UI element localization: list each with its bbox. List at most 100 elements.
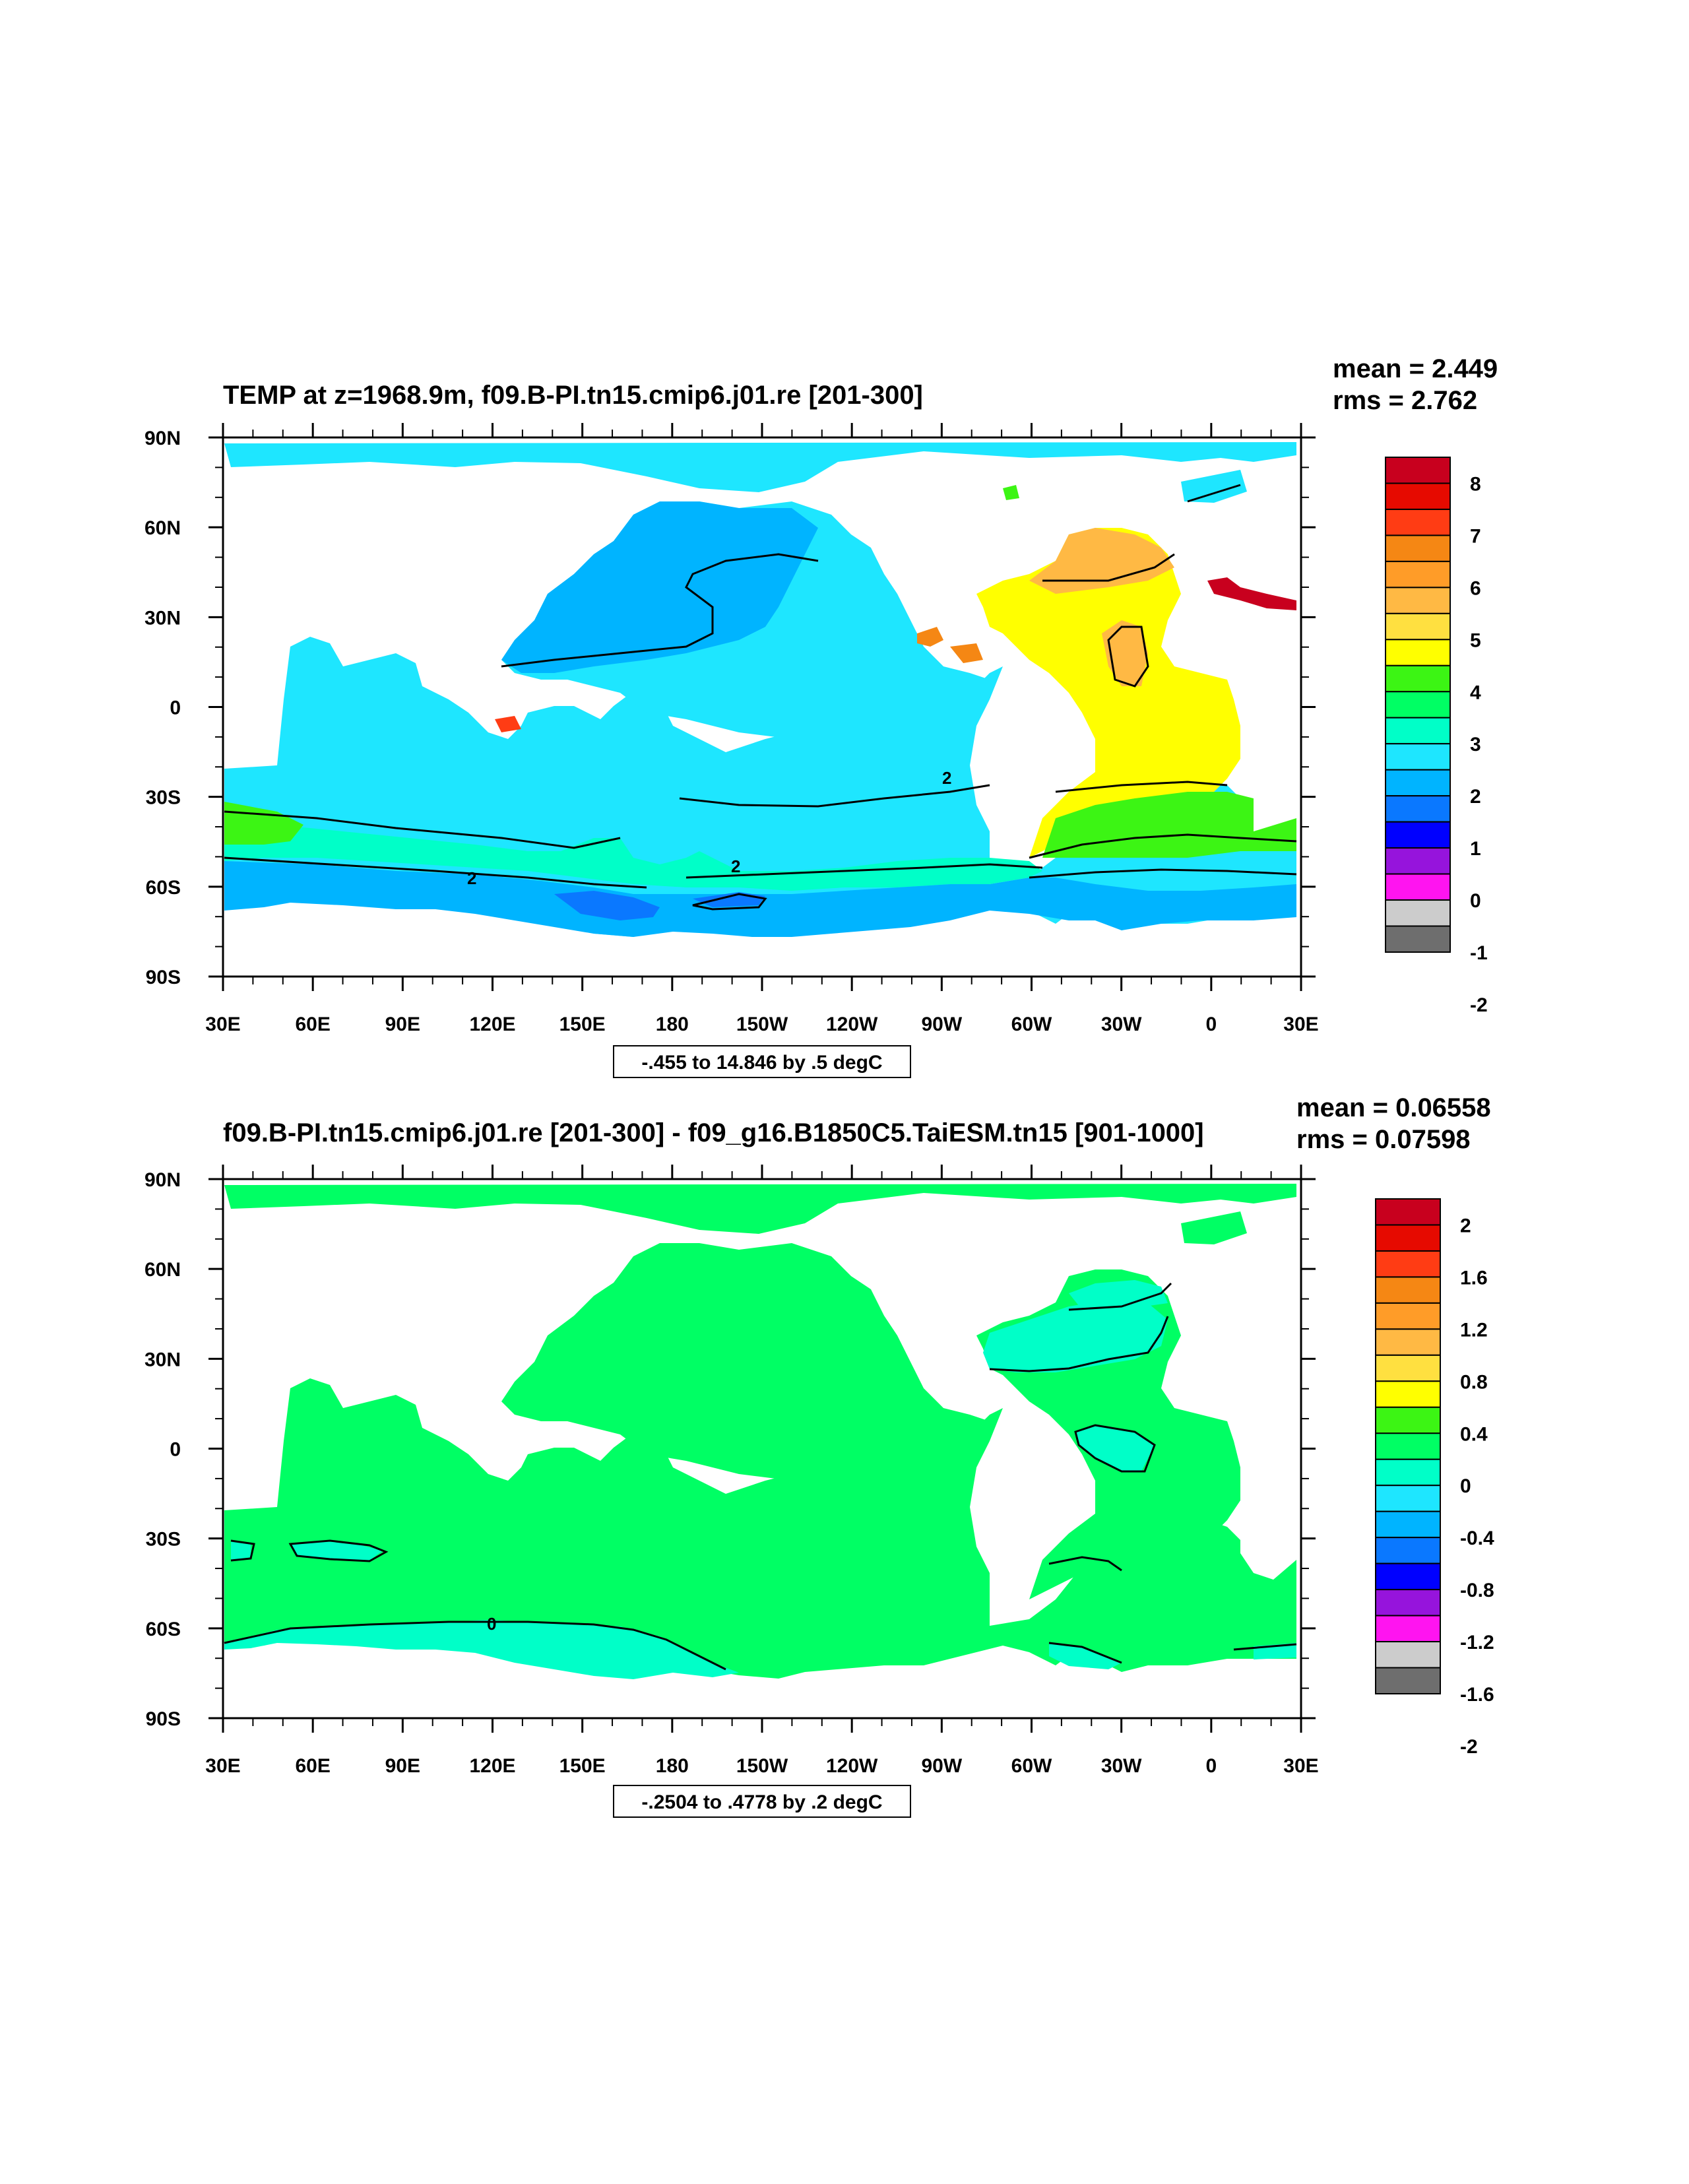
colorbar-label: 1.6 xyxy=(1460,1267,1488,1289)
lon-tick-label: 60W xyxy=(1011,1755,1052,1777)
colorbar-label: -2 xyxy=(1470,994,1488,1016)
panel-1-map: 2 2 2 xyxy=(224,442,1297,937)
colorbar-label: 6 xyxy=(1470,577,1481,599)
lon-tick-label: 0 xyxy=(1205,1013,1217,1035)
colorbar-swatch xyxy=(1375,1615,1441,1643)
colorbar-label: 0 xyxy=(1460,1475,1471,1497)
colorbar-swatch xyxy=(1385,769,1451,797)
colorbar-label: 7 xyxy=(1470,525,1481,547)
lon-tick-label: 60E xyxy=(295,1013,330,1035)
panel-2: f09.B-PI.tn15.cmip6.j01.re [201-300] - f… xyxy=(144,1093,1494,1818)
lat-tick-label: 0 xyxy=(170,1439,181,1461)
panel-1-contours xyxy=(224,484,1297,911)
lat-tick-label: 60N xyxy=(144,517,181,539)
panel-1-contour-label: 2 xyxy=(467,868,476,888)
lat-tick-label: 90S xyxy=(146,1708,181,1730)
lon-tick-label: 30E xyxy=(1283,1755,1318,1777)
colorbar-swatch xyxy=(1375,1224,1441,1252)
colorbar-swatch xyxy=(1375,1354,1441,1382)
colorbar-swatch xyxy=(1385,899,1451,927)
colorbar-swatch xyxy=(1385,795,1451,823)
panel-2-rms: rms = 0.07598 xyxy=(1296,1125,1471,1154)
colorbar-swatch xyxy=(1385,873,1451,901)
panel-2-mean: mean = 0.06558 xyxy=(1296,1093,1491,1122)
pacific-ocean xyxy=(501,1243,990,1500)
panel-2-colorbar: 2 1.6 1.2 0.8 0.4 0 -0.4 -0.8 -1.2 -1.6 -2 xyxy=(1375,1198,1494,1758)
colorbar-label: 1.2 xyxy=(1460,1319,1488,1341)
colorbar-swatch xyxy=(1385,587,1451,614)
colorbar-swatch xyxy=(1375,1458,1441,1487)
indian-ocean xyxy=(224,1378,1296,1679)
colorbar-swatch xyxy=(1375,1276,1441,1304)
colorbar-label: -1 xyxy=(1470,942,1488,964)
lon-tick-label: 30E xyxy=(1283,1013,1318,1035)
lon-tick-label: 120E xyxy=(469,1755,515,1777)
panel-1-contour-info: -.455 to 14.846 by .5 degC xyxy=(641,1052,882,1074)
colorbar-swatch xyxy=(1385,925,1451,953)
colorbar-label: 8 xyxy=(1470,473,1481,495)
lon-tick-label: 90E xyxy=(385,1013,420,1035)
panel-1: TEMP at z=1968.9m, f09.B-PI.tn15.cmip6.j… xyxy=(144,354,1498,1078)
lat-tick-label: 30N xyxy=(144,1349,181,1370)
lon-tick-label: 0 xyxy=(1205,1755,1217,1777)
lat-tick-label: 0 xyxy=(170,697,181,719)
colorbar-swatch xyxy=(1385,482,1451,510)
colorbar-label: -1.6 xyxy=(1460,1684,1494,1706)
colorbar-swatch xyxy=(1375,1406,1441,1434)
lon-tick-label: 90E xyxy=(385,1755,420,1777)
colorbar-swatch xyxy=(1385,639,1451,666)
arctic-ocean xyxy=(224,442,1296,492)
lon-tick-label: 30E xyxy=(205,1755,240,1777)
lon-tick-label: 150E xyxy=(559,1755,606,1777)
colorbar-swatch xyxy=(1375,1510,1441,1539)
lon-tick-label: 180 xyxy=(656,1755,689,1777)
lat-tick-label: 90N xyxy=(144,428,181,449)
panel-2-contours xyxy=(224,1282,1297,1671)
panel-2-title: f09.B-PI.tn15.cmip6.j01.re [201-300] - f… xyxy=(223,1118,1204,1147)
colorbar-label: -0.8 xyxy=(1460,1580,1494,1601)
panel-1-ticks: 90N 60N 30N 0 30S 60S 90S 30E 60E 90E 120E 150E 180 1… xyxy=(144,423,1319,1035)
panel-2-ticks: 90N 60N 30N 0 30S 60S 90S 30E 60E 90E 120E 150E 180 1… xyxy=(144,1165,1319,1777)
lon-tick-label: 30W xyxy=(1101,1755,1142,1777)
lat-tick-label: 90S xyxy=(146,967,181,988)
colorbar-swatch xyxy=(1385,821,1451,849)
colorbar-label: 0 xyxy=(1470,890,1481,912)
colorbar-swatch xyxy=(1375,1380,1441,1408)
panel-2-contour-label: 0 xyxy=(487,1614,496,1634)
lon-tick-label: 150W xyxy=(736,1013,788,1035)
lon-tick-label: 30W xyxy=(1101,1013,1142,1035)
panel-1-contour-label: 2 xyxy=(731,856,740,876)
colorbar-label: 0.8 xyxy=(1460,1371,1488,1393)
colorbar-swatch xyxy=(1385,457,1451,484)
colorbar-swatch xyxy=(1375,1485,1441,1512)
lon-tick-label: 120W xyxy=(826,1755,878,1777)
colorbar-swatch xyxy=(1375,1302,1441,1330)
colorbar-swatch xyxy=(1385,508,1451,536)
lat-tick-label: 30N xyxy=(144,607,181,629)
colorbar-swatch xyxy=(1375,1641,1441,1669)
lon-tick-label: 60W xyxy=(1011,1013,1052,1035)
lat-tick-label: 30S xyxy=(146,787,181,809)
colorbar-swatch xyxy=(1375,1562,1441,1591)
colorbar-swatch xyxy=(1385,664,1451,693)
colorbar-swatch xyxy=(1375,1589,1441,1617)
colorbar-label: 0.4 xyxy=(1460,1423,1488,1445)
lat-tick-label: 60S xyxy=(146,877,181,899)
colorbar-label: 2 xyxy=(1470,786,1481,808)
lon-tick-label: 60E xyxy=(295,1755,330,1777)
lon-tick-label: 120E xyxy=(469,1013,515,1035)
colorbar-swatch xyxy=(1375,1250,1441,1278)
panel-2-info-box xyxy=(613,1785,911,1818)
lat-tick-label: 60N xyxy=(144,1259,181,1281)
colorbar-label: -0.4 xyxy=(1460,1527,1494,1549)
colorbar-label: 4 xyxy=(1470,682,1481,703)
colorbar-swatch xyxy=(1375,1432,1441,1460)
colorbar-label: 5 xyxy=(1470,629,1481,651)
colorbar-label: -2 xyxy=(1460,1736,1478,1758)
colorbar-label: -1.2 xyxy=(1460,1632,1494,1654)
panel-1-colorbar: 8 7 6 5 4 3 2 1 0 -1 -2 xyxy=(1385,457,1488,1016)
arctic-ocean xyxy=(224,1184,1296,1234)
colorbar-swatch xyxy=(1385,847,1451,875)
colorbar-label: 2 xyxy=(1460,1215,1471,1237)
